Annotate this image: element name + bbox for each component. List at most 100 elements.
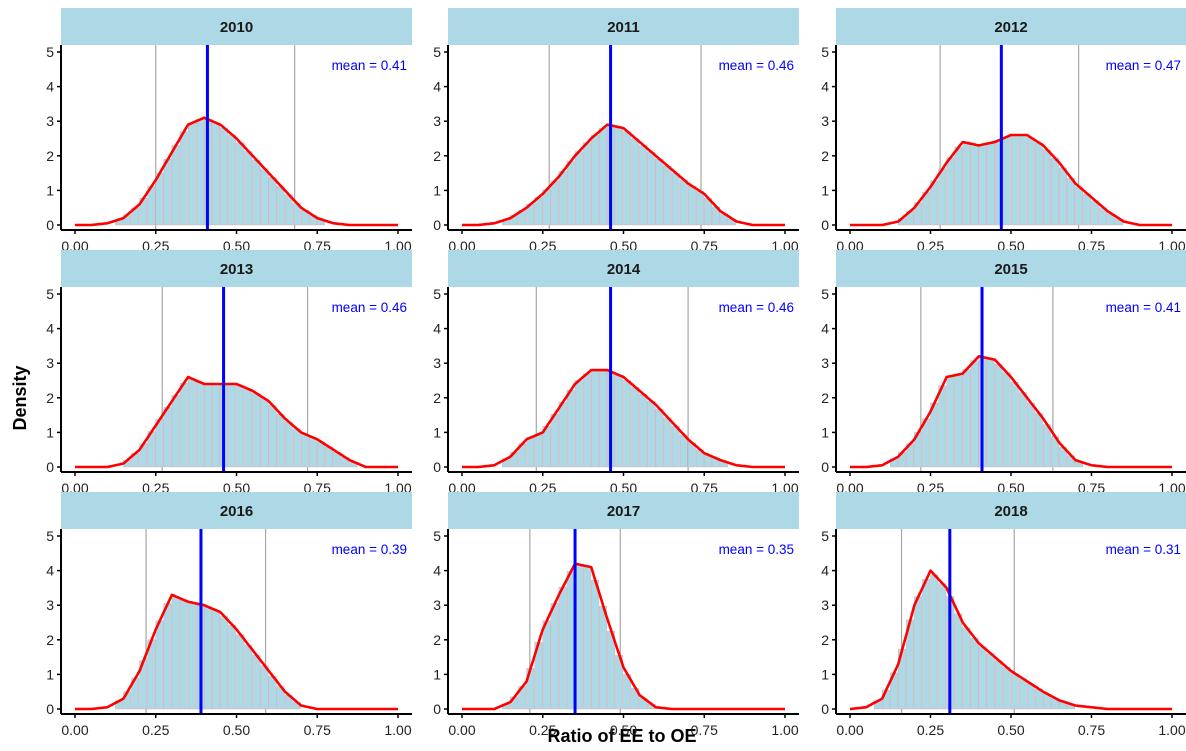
y-tick-label: 4 <box>46 79 54 95</box>
histogram-bar <box>946 375 955 468</box>
histogram-bar <box>187 122 196 226</box>
histogram-bar <box>1051 158 1059 226</box>
y-tick-label: 2 <box>46 390 54 406</box>
y-axis-title: Density <box>10 365 30 430</box>
histogram-bar <box>558 171 567 226</box>
histogram-bar <box>671 172 680 226</box>
density-curve <box>75 116 398 227</box>
histogram-bar <box>155 172 164 226</box>
histogram-bar <box>284 421 293 468</box>
histogram-bar <box>591 369 599 468</box>
histogram-bar <box>994 660 1003 710</box>
histogram-bar <box>970 360 979 468</box>
histogram-bar <box>1034 142 1043 226</box>
y-tick-label: 0 <box>821 459 829 475</box>
y-tick-label: 0 <box>46 459 54 475</box>
panel-title: 2018 <box>994 503 1027 520</box>
histogram-bar <box>542 189 551 226</box>
y-tick-label: 5 <box>433 44 441 60</box>
y-tick-label: 0 <box>433 217 441 233</box>
density-curve <box>462 368 785 469</box>
density-curve <box>462 123 785 227</box>
histogram-bar <box>978 646 987 710</box>
density-curve <box>849 569 1172 711</box>
histogram-bar <box>1002 372 1011 468</box>
histogram-bar <box>655 159 664 226</box>
histogram-bar <box>171 596 180 710</box>
panel-title: 2010 <box>220 19 253 36</box>
y-tick-label: 4 <box>821 321 829 337</box>
histogram-bar <box>1026 137 1035 226</box>
histogram-bar <box>187 602 196 710</box>
histogram-bar <box>276 185 285 226</box>
histogram-bar <box>203 383 212 468</box>
histogram-bar <box>1002 136 1011 226</box>
histogram-bar <box>599 127 607 226</box>
histogram-bar <box>663 417 672 468</box>
histogram-bar <box>1042 149 1051 226</box>
y-tick-label: 4 <box>433 321 441 337</box>
histogram-bar <box>244 388 253 468</box>
panel-title: 2014 <box>607 261 641 278</box>
x-tick-label: 0.00 <box>61 722 88 738</box>
density-curve <box>850 355 1172 469</box>
panel-title: 2017 <box>607 503 640 520</box>
histogram-bar <box>155 620 164 710</box>
histogram-bar <box>954 613 963 710</box>
histogram-bar <box>244 644 253 710</box>
y-tick-label: 2 <box>433 632 441 648</box>
histogram-bar <box>187 378 196 468</box>
y-tick-label: 5 <box>46 528 54 544</box>
histogram-bar <box>252 159 261 226</box>
histogram-bar <box>623 380 632 468</box>
y-tick-label: 5 <box>821 528 829 544</box>
mean-label: mean = 0.46 <box>719 300 794 315</box>
y-tick-label: 2 <box>46 148 54 164</box>
y-tick-label: 1 <box>433 182 441 198</box>
histogram-bar <box>591 579 599 710</box>
histogram-bar <box>276 414 285 468</box>
histogram-bar <box>930 574 939 710</box>
histogram-bar <box>195 382 204 468</box>
y-tick-label: 5 <box>46 44 54 60</box>
panel-title: 2013 <box>220 261 253 278</box>
histogram-bar <box>220 127 229 226</box>
histogram-bar <box>599 605 607 710</box>
mean-label: mean = 0.35 <box>719 542 794 557</box>
histogram-bar <box>962 627 971 710</box>
panel-strip <box>61 492 412 529</box>
histogram-bar <box>260 398 269 468</box>
y-tick-label: 5 <box>433 286 441 302</box>
y-tick-label: 4 <box>433 563 441 579</box>
histogram-bar <box>962 142 971 226</box>
y-tick-label: 1 <box>821 182 829 198</box>
histogram-bar <box>163 603 172 710</box>
histogram-bar <box>1026 402 1035 468</box>
histogram-bar <box>615 127 624 226</box>
histogram-bar <box>212 122 220 226</box>
histogram-bar <box>914 596 923 710</box>
histogram-bar <box>582 566 591 710</box>
histogram-bar <box>268 177 277 226</box>
histogram-bar <box>195 119 204 226</box>
histogram-bar <box>1018 392 1027 468</box>
histogram-bar <box>679 179 688 226</box>
histogram-bar <box>252 655 261 710</box>
histogram-bar <box>986 142 995 226</box>
histogram-bar <box>179 599 188 710</box>
histogram-bar <box>1042 424 1051 468</box>
panel-title: 2015 <box>994 261 1027 278</box>
histogram-bar <box>558 401 567 468</box>
x-tick-label: 1.00 <box>771 722 798 738</box>
x-tick-label: 0.75 <box>1078 722 1105 738</box>
histogram-bar <box>647 152 656 226</box>
histogram-bar <box>260 168 269 226</box>
density-curve <box>75 375 398 469</box>
histogram-bar <box>647 401 656 468</box>
histogram-bar <box>615 375 624 468</box>
histogram-bar <box>550 603 559 710</box>
histogram-bar <box>582 373 591 468</box>
